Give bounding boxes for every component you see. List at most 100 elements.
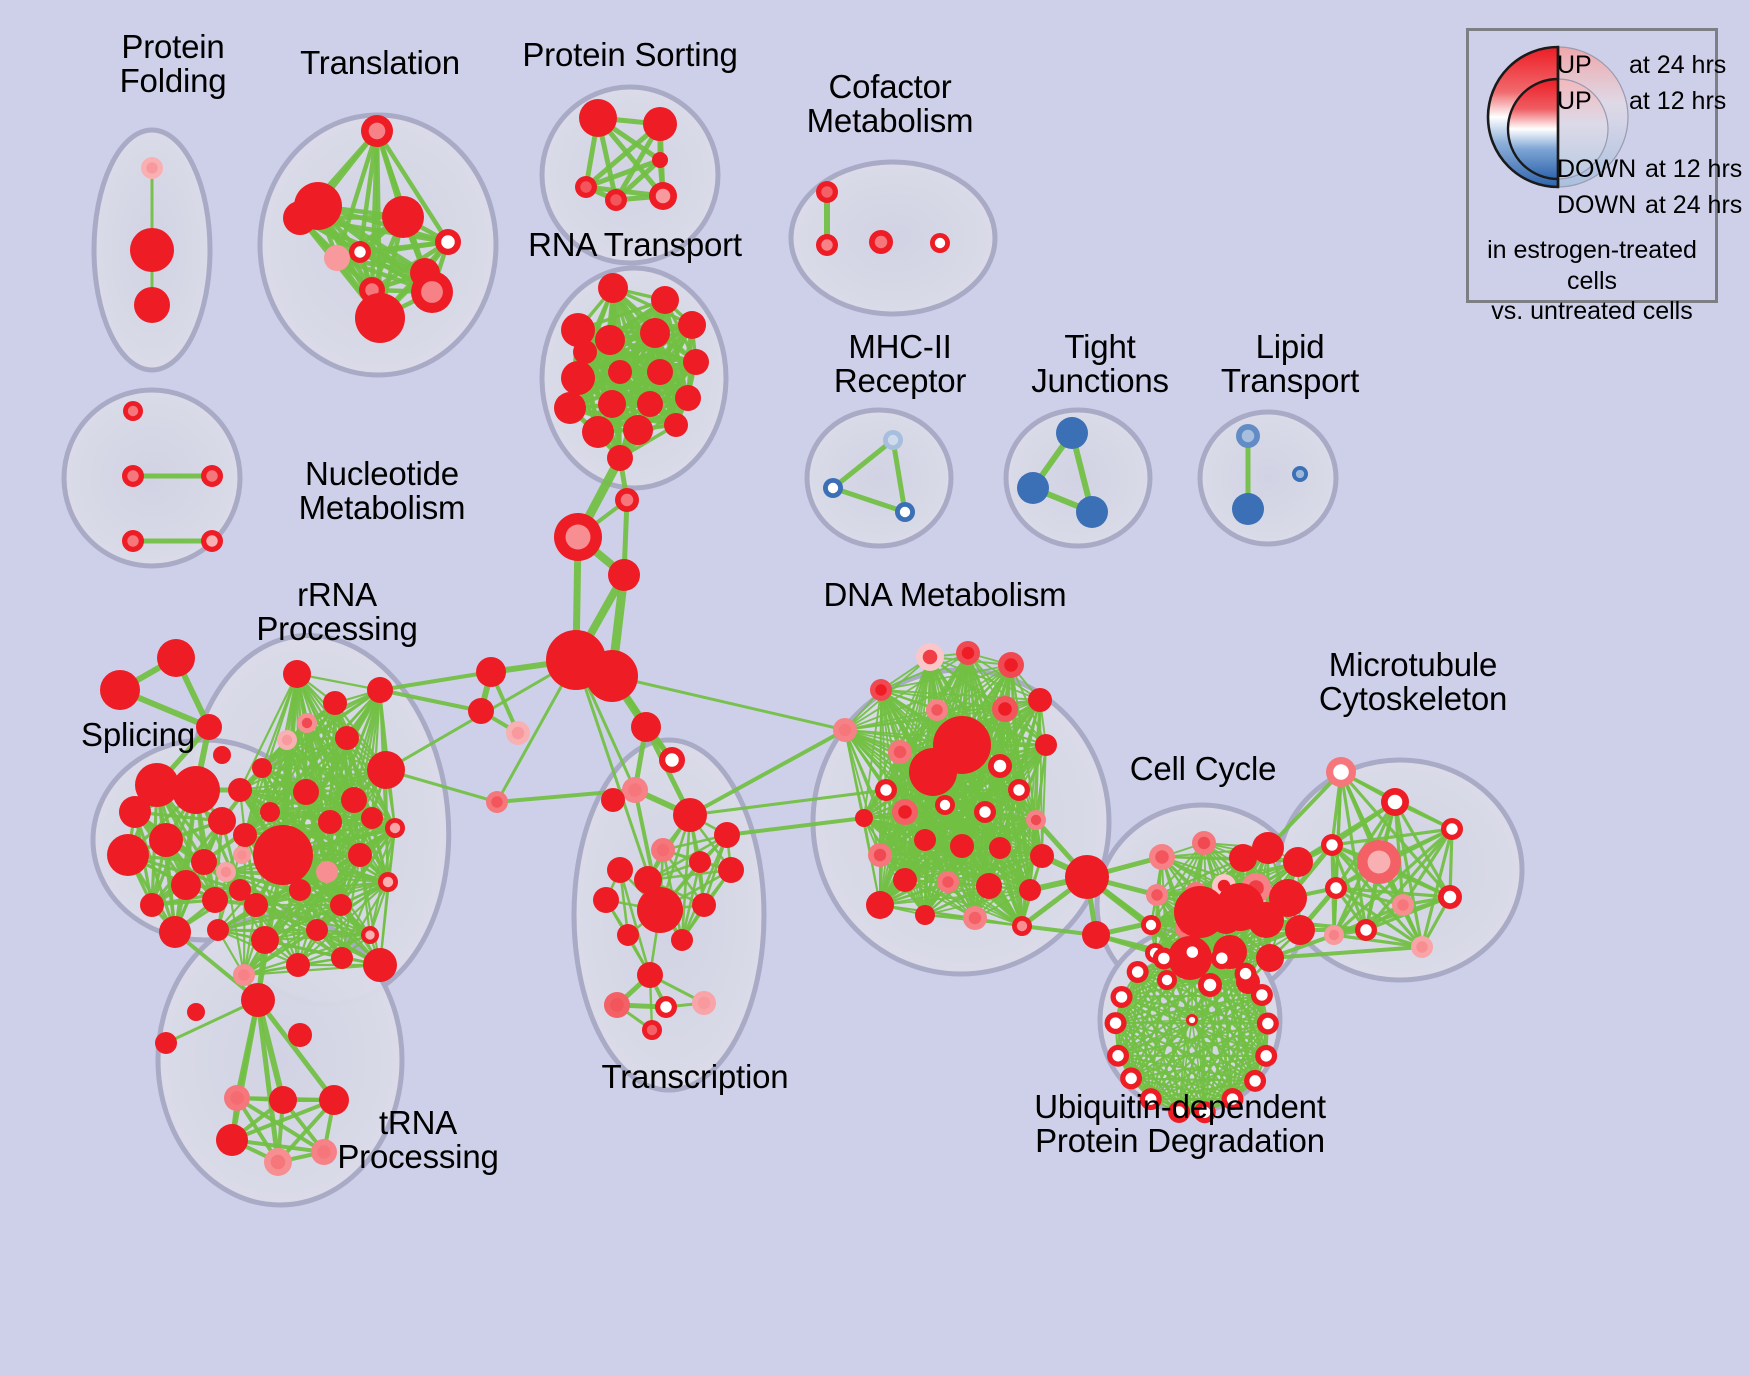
edge	[1136, 970, 1181, 1114]
node-inner-disc-12hr	[257, 932, 273, 948]
network-node	[107, 834, 149, 876]
edge	[150, 819, 224, 907]
network-node	[269, 1086, 297, 1114]
network-node	[926, 699, 948, 721]
node-inner-disc-12hr	[653, 365, 667, 379]
network-node	[561, 361, 595, 395]
network-node	[976, 873, 1002, 899]
node-inner-disc-12hr	[1256, 989, 1268, 1001]
node-inner-disc-12hr	[1239, 500, 1257, 518]
network-node	[1381, 788, 1409, 816]
node-inner-disc-12hr	[561, 399, 579, 417]
node-inner-disc-12hr	[1109, 1017, 1122, 1029]
node-inner-disc-12hr	[872, 897, 888, 913]
network-node	[930, 233, 950, 253]
legend-time-0: at 24 hrs	[1629, 51, 1727, 79]
edge	[1018, 789, 1023, 927]
network-node	[1210, 947, 1233, 970]
network-node	[634, 866, 662, 894]
edge	[280, 687, 383, 858]
network-node	[363, 948, 397, 982]
node-inner-disc-12hr	[491, 796, 503, 808]
edge	[844, 709, 938, 731]
edge	[263, 826, 397, 942]
network-node	[651, 286, 679, 314]
node-inner-disc-12hr	[875, 684, 887, 696]
network-node	[141, 157, 163, 179]
edge	[1114, 1021, 1206, 1114]
network-node	[202, 887, 228, 913]
network-node	[208, 807, 236, 835]
edge	[1266, 770, 1343, 850]
network-node	[637, 887, 683, 933]
network-node	[1139, 1088, 1162, 1111]
network-node	[617, 924, 639, 946]
network-node	[869, 230, 893, 254]
node-inner-disc-12hr	[267, 839, 299, 871]
network-node	[1157, 970, 1177, 990]
network-node	[251, 926, 279, 954]
edge	[879, 885, 990, 906]
edge	[1136, 971, 1193, 1021]
network-node	[134, 287, 170, 323]
node-inner-disc-12hr	[206, 535, 218, 547]
network-node	[260, 802, 280, 822]
network-node	[140, 893, 164, 917]
network-node	[651, 838, 675, 862]
node-inner-disc-12hr	[1235, 850, 1251, 866]
node-inner-disc-12hr	[821, 239, 833, 251]
node-inner-disc-12hr	[328, 696, 342, 710]
network-node	[355, 293, 405, 343]
node-inner-disc-12hr	[191, 1007, 201, 1017]
network-node	[318, 810, 342, 834]
network-node	[361, 926, 379, 944]
node-inner-disc-12hr	[1013, 784, 1025, 796]
edge	[1332, 933, 1424, 949]
node-inner-disc-12hr	[289, 666, 305, 682]
network-node	[883, 430, 903, 450]
network-node	[1149, 844, 1175, 870]
network-node	[157, 639, 195, 677]
legend-time-2: at 12 hrs	[1645, 155, 1743, 183]
node-inner-disc-12hr	[569, 321, 587, 339]
edge	[1332, 827, 1454, 937]
network-node	[916, 643, 944, 671]
network-node	[643, 107, 677, 141]
node-inner-disc-12hr	[109, 679, 131, 701]
network-node	[194, 790, 214, 810]
node-inner-disc-12hr	[354, 246, 366, 258]
network-node	[689, 851, 711, 873]
node-inner-disc-12hr	[238, 828, 252, 842]
network-node	[1012, 916, 1032, 936]
node-inner-disc-12hr	[160, 1037, 172, 1049]
network-node	[1192, 831, 1216, 855]
legend-panel: UP at 24 hrs UP at 12 hrs DOWN at 12 hrs…	[1466, 28, 1742, 325]
edge	[374, 128, 451, 245]
legend-caption: in estrogen-treated cells vs. untreated …	[1487, 236, 1697, 325]
node-inner-disc-12hr	[1145, 1093, 1157, 1105]
edge	[904, 811, 1037, 821]
network-node	[244, 893, 268, 917]
edge	[1296, 800, 1397, 864]
network-node	[201, 530, 223, 552]
network-node	[123, 401, 143, 421]
network-node	[411, 271, 453, 313]
edge	[890, 437, 908, 515]
network-node	[385, 818, 405, 838]
network-node	[1229, 844, 1257, 872]
network-node	[1120, 1067, 1143, 1090]
network-node	[1141, 915, 1161, 935]
edge	[924, 847, 1001, 916]
edge	[1334, 886, 1452, 899]
node-inner-disc-12hr	[1241, 429, 1255, 443]
node-inner-disc-12hr	[1416, 941, 1428, 953]
node-inner-disc-12hr	[117, 844, 139, 866]
node-inner-disc-12hr	[655, 155, 665, 165]
network-node	[130, 228, 174, 272]
legend-state-3: DOWN	[1557, 191, 1637, 219]
node-inner-disc-12hr	[202, 720, 216, 734]
network-node	[607, 445, 633, 471]
node-inner-disc-12hr	[1088, 927, 1104, 943]
network-node	[888, 740, 912, 764]
network-node	[1355, 919, 1377, 941]
